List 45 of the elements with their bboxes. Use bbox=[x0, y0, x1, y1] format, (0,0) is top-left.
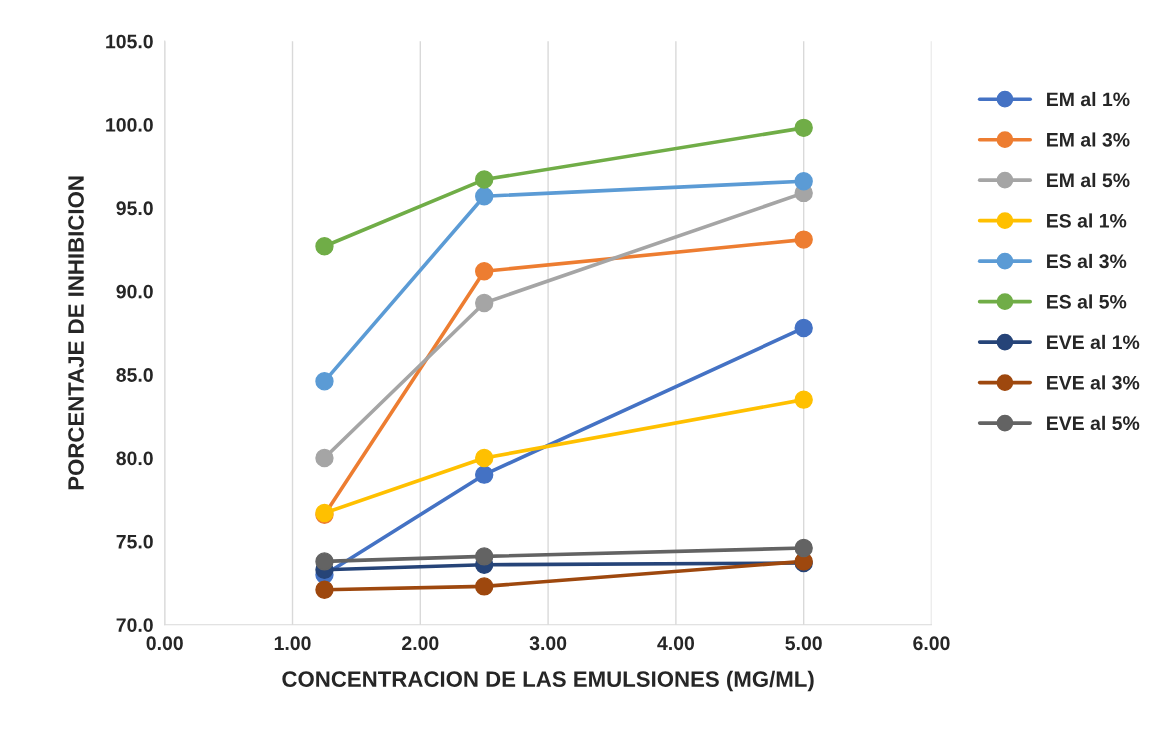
x-tick-label: 6.00 bbox=[913, 636, 950, 651]
x-tick-label: 3.00 bbox=[529, 636, 567, 651]
point bbox=[475, 577, 494, 596]
point bbox=[794, 538, 813, 558]
point bbox=[315, 372, 334, 391]
y-tick-label: 80.0 bbox=[116, 451, 153, 466]
legend-label: EVE al 3% bbox=[1047, 375, 1140, 390]
point bbox=[794, 390, 813, 409]
legend-label: ES al 5% bbox=[1047, 294, 1127, 309]
y-tick-label: 105.0 bbox=[106, 34, 153, 49]
x-tick-label: 2.00 bbox=[402, 636, 439, 651]
x-tick-label: 4.00 bbox=[657, 636, 695, 651]
x-axis-title: CONCENTRACION DE LAS EMULSIONES (MG/ML) bbox=[282, 670, 814, 692]
point bbox=[475, 547, 494, 566]
legend-label: EM al 3% bbox=[1047, 132, 1130, 147]
x-tick-label: 5.00 bbox=[785, 636, 822, 651]
point bbox=[315, 237, 334, 256]
point bbox=[475, 293, 494, 313]
point bbox=[794, 172, 813, 191]
point bbox=[475, 465, 494, 484]
legend-label: ES al 1% bbox=[1047, 213, 1127, 228]
point bbox=[794, 118, 813, 138]
y-tick-label: 70.0 bbox=[116, 618, 153, 632]
point bbox=[315, 580, 334, 599]
point bbox=[475, 170, 494, 189]
y-tick-label: 100.0 bbox=[106, 118, 153, 132]
y-tick-label: 75.0 bbox=[116, 534, 153, 549]
point bbox=[794, 318, 813, 338]
legend-label: EM al 5% bbox=[1047, 172, 1130, 188]
legend-label: EM al 1% bbox=[1047, 91, 1130, 107]
legend-label: EVE al 1% bbox=[1047, 334, 1140, 350]
legend-label: ES al 3% bbox=[1047, 253, 1127, 269]
y-tick-label: 95.0 bbox=[116, 201, 153, 216]
y-tick-label: 85.0 bbox=[116, 368, 153, 382]
point bbox=[475, 262, 494, 281]
x-tick-label: 0.00 bbox=[146, 636, 183, 651]
y-axis-title: PORCENTAJE DE INHIBICION bbox=[68, 176, 84, 490]
legend-label: EVE al 5% bbox=[1047, 415, 1140, 431]
point bbox=[794, 230, 813, 249]
point bbox=[315, 448, 334, 468]
point bbox=[475, 187, 494, 206]
x-tick-label: 1.00 bbox=[274, 636, 311, 651]
point bbox=[315, 552, 334, 571]
point bbox=[475, 448, 494, 468]
y-tick-label: 90.0 bbox=[116, 284, 153, 299]
